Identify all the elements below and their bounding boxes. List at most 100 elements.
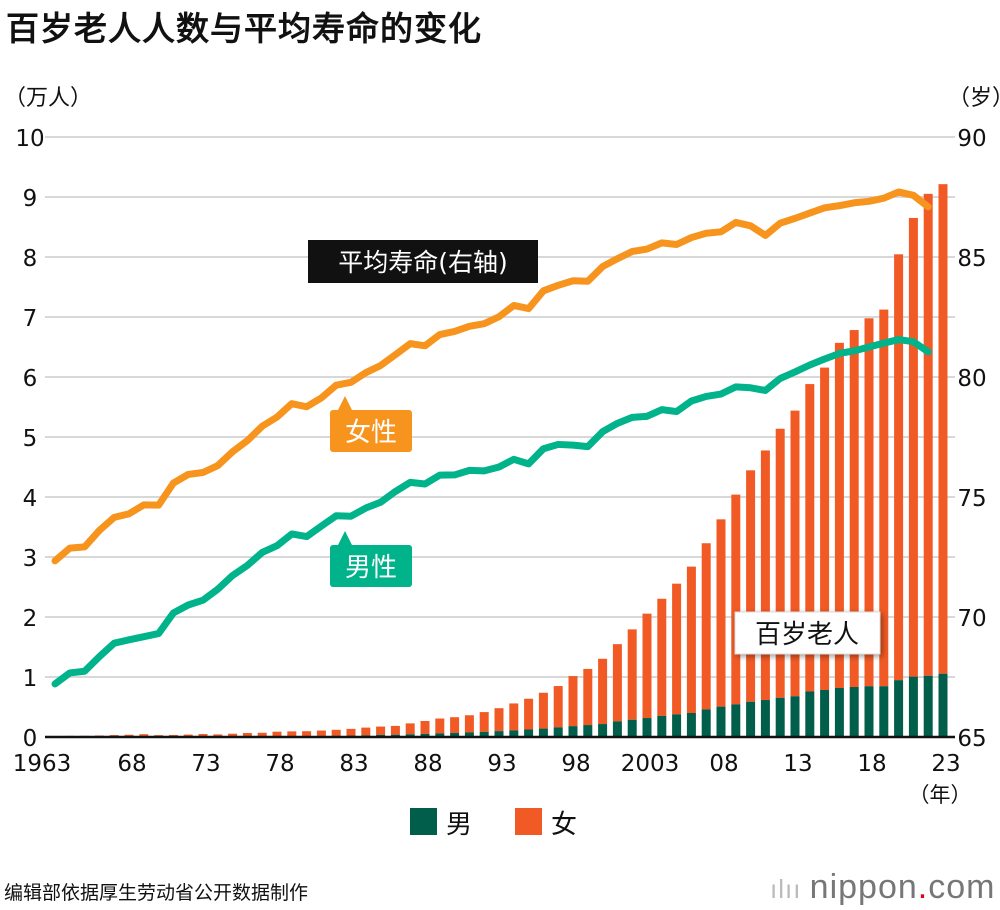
bar-female [124,734,134,737]
bar-male [524,729,534,737]
bar-female [923,193,933,676]
bar-male [716,706,726,737]
right-tick-label: 75 [957,486,986,512]
life-expectancy-label-box [308,240,538,283]
bar-male [834,687,844,737]
x-tick-label: 23 [931,751,960,777]
bar-female [346,728,356,736]
x-tick-label: 18 [857,751,886,777]
bar-female [553,686,563,728]
legend-swatch-female [515,808,542,835]
female-label-box [330,410,412,452]
x-tick-label: 93 [487,751,516,777]
bar-female [479,712,489,732]
bar-male [568,726,578,737]
bar-female [183,734,193,737]
bar-female [287,731,297,737]
bar-male [760,700,770,737]
bar-female [272,731,282,737]
x-tick-label: 08 [709,751,738,777]
right-tick-label: 65 [957,726,986,752]
bar-male [686,713,696,737]
bar-male [450,732,460,737]
bar-female [420,720,430,734]
bar-male [879,686,889,737]
left-tick-label: 10 [15,126,44,152]
bar-male [583,725,593,737]
female-label-pointer [338,396,352,410]
bar-male [479,731,489,737]
bar-female [494,708,504,732]
life-expectancy-label: 平均寿命(右轴) [338,248,508,277]
bar-female [627,629,637,720]
left-tick-label: 8 [23,246,38,272]
bar-female [524,698,534,730]
bar-male [746,701,756,737]
legend-label-male: 男 [446,810,472,840]
female-label: 女性 [345,418,397,448]
bar-male [538,728,548,737]
source-note: 编辑部依据厚生劳动省公开数据制作 [4,882,309,904]
x-axis-unit: （年） [909,783,972,807]
bar-female [701,543,711,710]
x-tick-label: 13 [783,751,812,777]
bar-male [775,697,785,737]
bar-female [302,731,312,736]
bar-female [583,668,593,726]
x-tick-label: 83 [339,751,368,777]
x-tick-label: 88 [413,751,442,777]
nippon-logo: ılıı nippon.com [770,868,996,906]
x-tick-label: 98 [561,751,590,777]
bar-male [405,734,415,737]
right-tick-label: 80 [957,366,986,392]
centenarian-label: 百岁老人 [755,620,859,650]
bar-male [894,680,904,737]
bar-female [390,725,400,735]
male-life-line [51,336,932,688]
bar-male [820,689,830,737]
bar-female [376,726,386,735]
right-tick-label: 70 [957,606,986,632]
bar-female [509,703,519,731]
bar-male [657,715,667,737]
centenarian-label-box [734,611,881,655]
bar-male [923,675,933,737]
bar-female [642,613,652,719]
bar-female [213,734,223,737]
bar-female [139,734,149,737]
bar-female [464,715,474,733]
left-tick-label: 6 [23,366,38,392]
bar-female [538,692,548,729]
bar-female [405,723,415,735]
bar-male [805,691,815,737]
x-tick-label: 73 [191,751,220,777]
x-tick-label: 68 [117,751,146,777]
bar-female [435,718,445,734]
male-label-box [330,545,412,587]
bar-female [790,410,800,697]
bar-female [228,733,238,737]
bar-male [672,714,682,737]
left-tick-label: 0 [23,726,38,752]
bar-female [242,733,252,737]
bar-male [731,704,741,737]
bar-male [849,687,859,737]
x-tick-label: 78 [265,751,294,777]
bar-male [627,719,637,737]
bar-female [450,717,460,733]
bar-female [657,598,667,716]
bar-female [716,519,726,707]
bar-male [864,686,874,737]
bar-female [198,734,208,737]
bar-female [760,450,770,701]
bar-male [464,732,474,737]
bar-female [864,318,874,687]
bar-male [642,718,652,737]
bar-female [672,583,682,715]
bar-female [879,309,889,687]
chart-title: 百岁老人人数与平均寿命的变化 [6,9,482,48]
right-axis-unit: （岁） [948,86,1000,111]
bar-female [568,676,578,727]
legend-swatch-male [410,808,437,835]
